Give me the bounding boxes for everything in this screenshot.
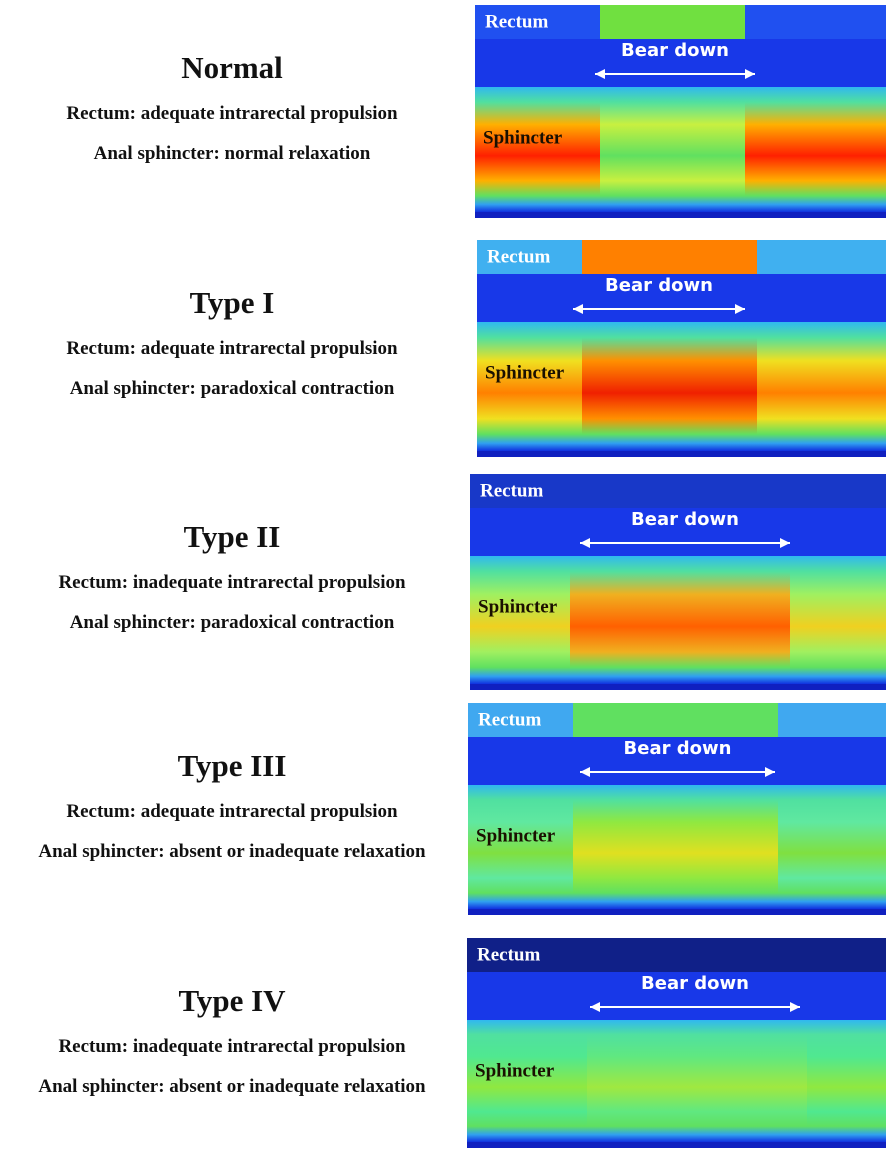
sphincter-bear-down-band (573, 785, 778, 909)
bear-down-label: Bear down (641, 973, 749, 994)
sphincter-label: Sphincter (483, 127, 563, 148)
rectum-label: Rectum (485, 11, 548, 32)
panel-title: Normal (0, 50, 464, 86)
panel-title: Type III (0, 748, 464, 784)
rectum-bear-down-band (600, 5, 745, 39)
manometry-image: Rectum Bear down Sphincter (470, 474, 886, 690)
sphincter-description: Anal sphincter: paradoxical contraction (0, 612, 464, 634)
rectum-description: Rectum: inadequate intrarectal propulsio… (0, 572, 464, 594)
bear-down-label: Bear down (624, 738, 732, 759)
rectum-description: Rectum: adequate intrarectal propulsion (0, 338, 464, 360)
sphincter-bear-down-band (600, 87, 745, 212)
sphincter-description: Anal sphincter: absent or inadequate rel… (0, 1076, 464, 1098)
sphincter-description: Anal sphincter: absent or inadequate rel… (0, 841, 464, 863)
rectum-label: Rectum (478, 709, 541, 730)
sphincter-bear-down-band (587, 1020, 807, 1142)
bear-down-label: Bear down (605, 275, 713, 296)
sphincter-bear-down-band (582, 322, 757, 451)
sphincter-label: Sphincter (478, 596, 558, 617)
sphincter-description: Anal sphincter: paradoxical contraction (0, 378, 464, 400)
panel-title: Type IV (0, 983, 464, 1019)
figure: Normal Rectum: adequate intrarectal propu… (0, 0, 886, 1150)
bottom-band (477, 451, 886, 457)
panel-title: Type I (0, 285, 464, 321)
bottom-band (475, 212, 886, 218)
rectum-label: Rectum (477, 944, 540, 965)
rectum-bear-down-band (570, 474, 790, 508)
bear-down-label: Bear down (631, 509, 739, 530)
rectum-bear-down-band (587, 938, 807, 972)
rectum-bear-down-band (573, 703, 778, 737)
rectum-description: Rectum: inadequate intrarectal propulsio… (0, 1036, 464, 1058)
rectum-bear-down-band (582, 240, 757, 274)
manometry-image: Rectum Bear down Sphincter (475, 5, 886, 218)
rectum-description: Rectum: adequate intrarectal propulsion (0, 103, 464, 125)
rectum-label: Rectum (480, 480, 543, 501)
sphincter-description: Anal sphincter: normal relaxation (0, 143, 464, 165)
manometry-image: Rectum Bear down Sphincter (468, 703, 886, 915)
manometry-image: Rectum Bear down Sphincter (477, 240, 886, 457)
bottom-band (470, 684, 886, 690)
bottom-band (468, 909, 886, 915)
panel-title: Type II (0, 519, 464, 555)
manometry-image: Rectum Bear down Sphincter (467, 938, 886, 1148)
bottom-band (467, 1142, 886, 1148)
rectum-description: Rectum: adequate intrarectal propulsion (0, 801, 464, 823)
rectum-label: Rectum (487, 246, 550, 267)
sphincter-label: Sphincter (485, 362, 565, 383)
sphincter-label: Sphincter (475, 1060, 555, 1081)
sphincter-label: Sphincter (476, 825, 556, 846)
bear-down-label: Bear down (621, 40, 729, 61)
sphincter-bear-down-band (570, 556, 790, 684)
